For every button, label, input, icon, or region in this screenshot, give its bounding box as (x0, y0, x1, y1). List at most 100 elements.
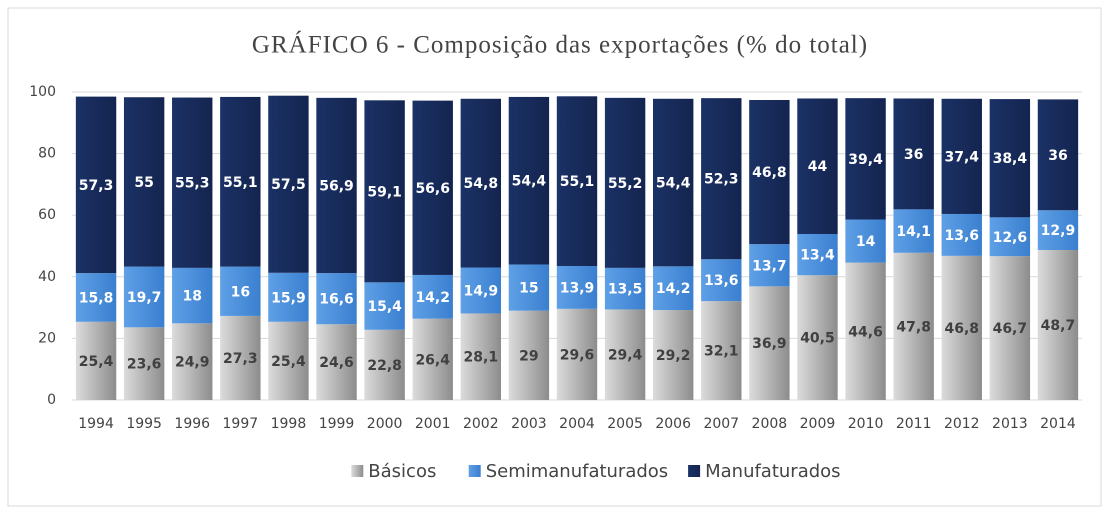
data-label: 56,9 (319, 178, 354, 194)
bar-segment (220, 266, 261, 316)
data-label: 37,4 (944, 149, 979, 165)
bar-segment (941, 255, 982, 400)
x-tick-label: 2001 (415, 416, 451, 432)
data-label: 46,8 (944, 321, 979, 337)
bar-segment (220, 96, 261, 267)
x-tick-label: 1996 (174, 416, 210, 432)
x-tick-label: 2014 (1040, 416, 1076, 432)
y-tick-label: 60 (38, 207, 56, 223)
x-tick-label: 2009 (800, 416, 836, 432)
data-label: 55,1 (560, 174, 595, 190)
data-label: 29,6 (560, 347, 595, 363)
bar-segment (172, 323, 213, 400)
bar-segment (652, 266, 694, 311)
bar-segment (123, 266, 165, 328)
x-tick-label: 1995 (126, 416, 162, 432)
bar-segment (460, 267, 502, 314)
bar-segment (797, 275, 838, 400)
bar-segment (268, 272, 309, 322)
data-label: 13,6 (704, 273, 739, 289)
bar-segment (701, 98, 742, 260)
data-label: 13,7 (752, 258, 787, 274)
bar-segment (412, 274, 453, 319)
bar-segment (701, 259, 742, 302)
x-tick-label: 1999 (319, 416, 355, 432)
data-label: 36,9 (752, 336, 787, 352)
bar-segment (604, 97, 646, 268)
y-tick-label: 100 (29, 84, 56, 100)
bar-segment (316, 324, 357, 400)
data-label: 48,7 (1041, 318, 1076, 334)
chart-frame (7, 7, 1102, 507)
data-label: 52,3 (704, 172, 739, 188)
data-label: 13,4 (800, 248, 835, 264)
bar-segment (220, 315, 261, 400)
bar-segment (941, 213, 982, 256)
data-label: 27,3 (223, 351, 258, 367)
bar-segment (604, 267, 646, 310)
bar-segment (1037, 250, 1079, 400)
bar-segment (749, 244, 790, 287)
bar-segment (460, 98, 502, 268)
data-label: 25,4 (271, 354, 306, 370)
x-tick-label: 2010 (848, 416, 884, 432)
bar-segment (508, 310, 550, 400)
data-label: 13,5 (608, 282, 643, 298)
y-tick-label: 20 (38, 330, 56, 346)
x-tick-label: 2008 (752, 416, 788, 432)
data-label: 29 (519, 348, 538, 364)
data-label: 55 (134, 175, 153, 191)
data-label: 16,6 (319, 292, 354, 308)
bar-segment (172, 97, 213, 268)
data-label: 25,4 (79, 354, 114, 370)
x-tick-label: 2012 (944, 416, 980, 432)
data-label: 28,1 (464, 350, 499, 366)
bar-segment (460, 313, 502, 400)
data-label: 14,2 (656, 281, 691, 297)
bar-segment (749, 100, 790, 245)
bar-segment (75, 96, 117, 274)
legend-label: Semimanufaturados (486, 461, 669, 482)
y-tick-label: 40 (38, 269, 56, 285)
bar-segment (364, 329, 405, 400)
data-label: 19,7 (127, 290, 162, 306)
data-label: 46,8 (752, 165, 787, 181)
data-label: 14 (856, 234, 876, 250)
bar-segment (556, 96, 598, 267)
data-label: 59,1 (367, 184, 402, 200)
bar-segment (123, 97, 165, 267)
bar-segment (1037, 210, 1079, 251)
bar-segment (893, 252, 934, 400)
x-tick-label: 1998 (271, 416, 307, 432)
bar-segment (652, 98, 694, 267)
x-tick-label: 2005 (607, 416, 643, 432)
data-label: 13,6 (944, 228, 979, 244)
bar-segment (893, 209, 934, 253)
legend-swatch (688, 465, 701, 477)
bar-segment (508, 96, 550, 265)
data-label: 15,8 (79, 290, 114, 306)
x-tick-label: 1994 (78, 416, 114, 432)
x-tick-label: 2013 (992, 416, 1028, 432)
data-label: 54,8 (464, 176, 499, 192)
bar-segment (316, 273, 357, 325)
bar-segment (845, 98, 886, 220)
legend-label: Manufaturados (705, 461, 840, 482)
x-tick-label: 2000 (367, 416, 403, 432)
data-label: 55,3 (175, 176, 210, 192)
bar-segment (941, 98, 982, 214)
data-label: 44 (808, 159, 828, 175)
data-label: 14,2 (415, 290, 450, 306)
data-label: 38,4 (993, 151, 1028, 167)
bar-segment (893, 98, 934, 210)
bar-segment (364, 282, 405, 330)
bar-segment (75, 321, 117, 400)
x-tick-label: 2004 (559, 416, 595, 432)
data-label: 15 (519, 281, 538, 297)
bar-segment (268, 95, 309, 273)
bar-segment (989, 256, 1031, 400)
bar-segment (1037, 99, 1079, 211)
data-label: 24,9 (175, 355, 210, 371)
data-label: 40,5 (800, 331, 835, 347)
bar-segment (749, 286, 790, 400)
